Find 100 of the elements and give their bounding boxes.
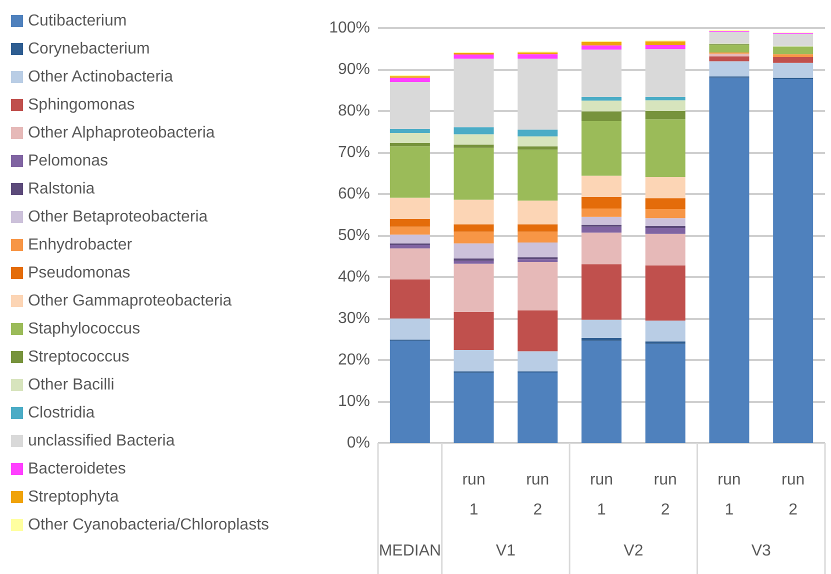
bar xyxy=(518,232,558,243)
y-tick-label: 80% xyxy=(338,102,370,120)
bar xyxy=(645,111,686,120)
bar xyxy=(454,372,494,443)
legend-label: Streptococcus xyxy=(28,348,130,366)
bar xyxy=(390,82,430,129)
bar xyxy=(582,226,622,233)
bar xyxy=(582,120,622,176)
bar xyxy=(582,340,622,443)
bar xyxy=(454,58,494,128)
legend-label: Bacteroidetes xyxy=(28,460,126,478)
bar xyxy=(645,234,686,266)
legend-label: Staphylococcus xyxy=(28,320,140,338)
legend-label: Other Alphaproteobacteria xyxy=(28,124,215,142)
x-tick-label: run 1 xyxy=(462,472,486,518)
bar xyxy=(645,198,686,209)
bar xyxy=(645,228,686,234)
bar xyxy=(709,54,750,56)
bar xyxy=(582,264,622,320)
text: MEDIAN xyxy=(378,542,442,560)
bar xyxy=(390,142,430,146)
bar xyxy=(773,54,814,58)
legend-label: Enhydrobacter xyxy=(28,236,133,254)
text: V2 xyxy=(624,542,644,560)
bar xyxy=(582,96,622,101)
bar xyxy=(390,78,430,82)
bar xyxy=(454,350,494,372)
bar xyxy=(645,265,686,321)
legend-label: Other Betaproteobacteria xyxy=(28,208,208,226)
legend-label: Other Cyanobacteria/Chloroplasts xyxy=(28,516,270,534)
bar xyxy=(390,218,430,227)
bar xyxy=(582,320,622,338)
x-tick-label: run 2 xyxy=(526,472,550,518)
x-tick-label: run 1 xyxy=(718,472,741,518)
bar xyxy=(390,318,430,340)
bar xyxy=(454,258,494,261)
bar xyxy=(518,54,558,59)
bar xyxy=(582,216,622,225)
bar xyxy=(582,42,622,46)
text: V1 xyxy=(496,542,516,560)
bar xyxy=(645,41,686,46)
bar xyxy=(390,128,430,133)
bar xyxy=(390,198,430,219)
bar xyxy=(454,232,494,244)
bar xyxy=(454,54,494,59)
bar xyxy=(454,144,494,148)
y-tick-label: 60% xyxy=(338,186,370,202)
y-tick-label: 70% xyxy=(338,144,370,161)
bar xyxy=(518,150,558,201)
bar xyxy=(390,248,430,280)
x-tick-label: run 2 xyxy=(654,472,677,518)
bar xyxy=(518,146,558,150)
legend-label: Other Gammaproteobacteria xyxy=(28,292,232,310)
bar xyxy=(645,344,686,443)
bar xyxy=(390,132,430,143)
legend-label: Other Actinobacteria xyxy=(28,68,174,86)
legend-label: Cutibacterium xyxy=(28,12,127,30)
x-tick-label: run 1 xyxy=(590,472,614,518)
bar xyxy=(454,264,494,312)
bar xyxy=(454,148,494,200)
bar xyxy=(709,45,750,52)
bar xyxy=(582,50,622,97)
legend-label: Corynebacterium xyxy=(28,40,150,58)
bar xyxy=(518,136,558,146)
bar xyxy=(454,312,494,350)
y-tick-label: 20% xyxy=(338,352,370,368)
bar xyxy=(645,119,686,177)
bar xyxy=(518,130,558,136)
bar xyxy=(645,226,686,228)
bar xyxy=(709,32,750,44)
legend-label: Other Bacilli xyxy=(28,376,114,394)
bar xyxy=(582,100,622,112)
bar xyxy=(518,310,558,352)
bar xyxy=(390,146,430,198)
y-tick-label: 100% xyxy=(329,20,370,36)
bar xyxy=(773,62,814,78)
x-tick-label: run 2 xyxy=(782,472,805,518)
bar xyxy=(645,176,686,198)
bar xyxy=(582,111,622,121)
bar xyxy=(454,127,494,134)
legend-label: Clostridia xyxy=(28,404,95,422)
y-tick-label: 0% xyxy=(346,434,370,452)
y-tick-label: 10% xyxy=(338,393,370,410)
bar xyxy=(645,100,686,111)
bar xyxy=(390,226,430,235)
bar xyxy=(518,372,558,443)
y-tick-label: 30% xyxy=(338,310,370,327)
bar xyxy=(454,200,494,224)
legend-label: Streptophyta xyxy=(28,488,119,506)
bar xyxy=(582,338,622,341)
bar xyxy=(390,340,430,443)
bar xyxy=(390,245,430,248)
bar xyxy=(773,57,814,63)
bar xyxy=(518,200,558,224)
bar xyxy=(645,96,686,100)
bar xyxy=(518,259,558,262)
bar xyxy=(645,320,686,342)
y-tick-label: 50% xyxy=(338,227,370,244)
bar xyxy=(454,243,494,258)
bar xyxy=(645,208,686,218)
